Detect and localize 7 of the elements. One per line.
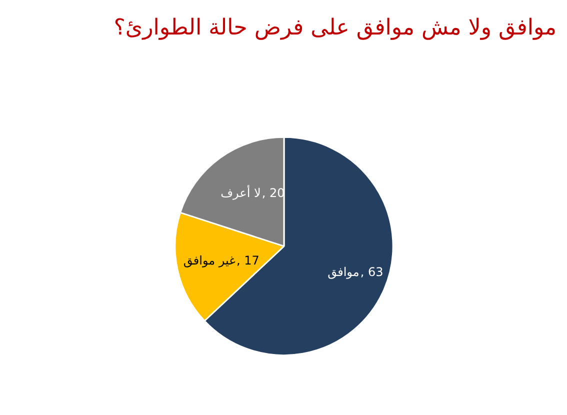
data-label: , 17 [236,254,260,268]
slice-label: موافق [328,265,360,280]
slice-label: لا أعرف [220,185,261,200]
data-label: , 20 [262,186,285,200]
slice-label: غير موافق [183,254,236,268]
chart-title: موافق ولا مش موافق على فرض حالة الطوارئ؟ [114,15,557,40]
data-label: , 63 [360,265,384,280]
